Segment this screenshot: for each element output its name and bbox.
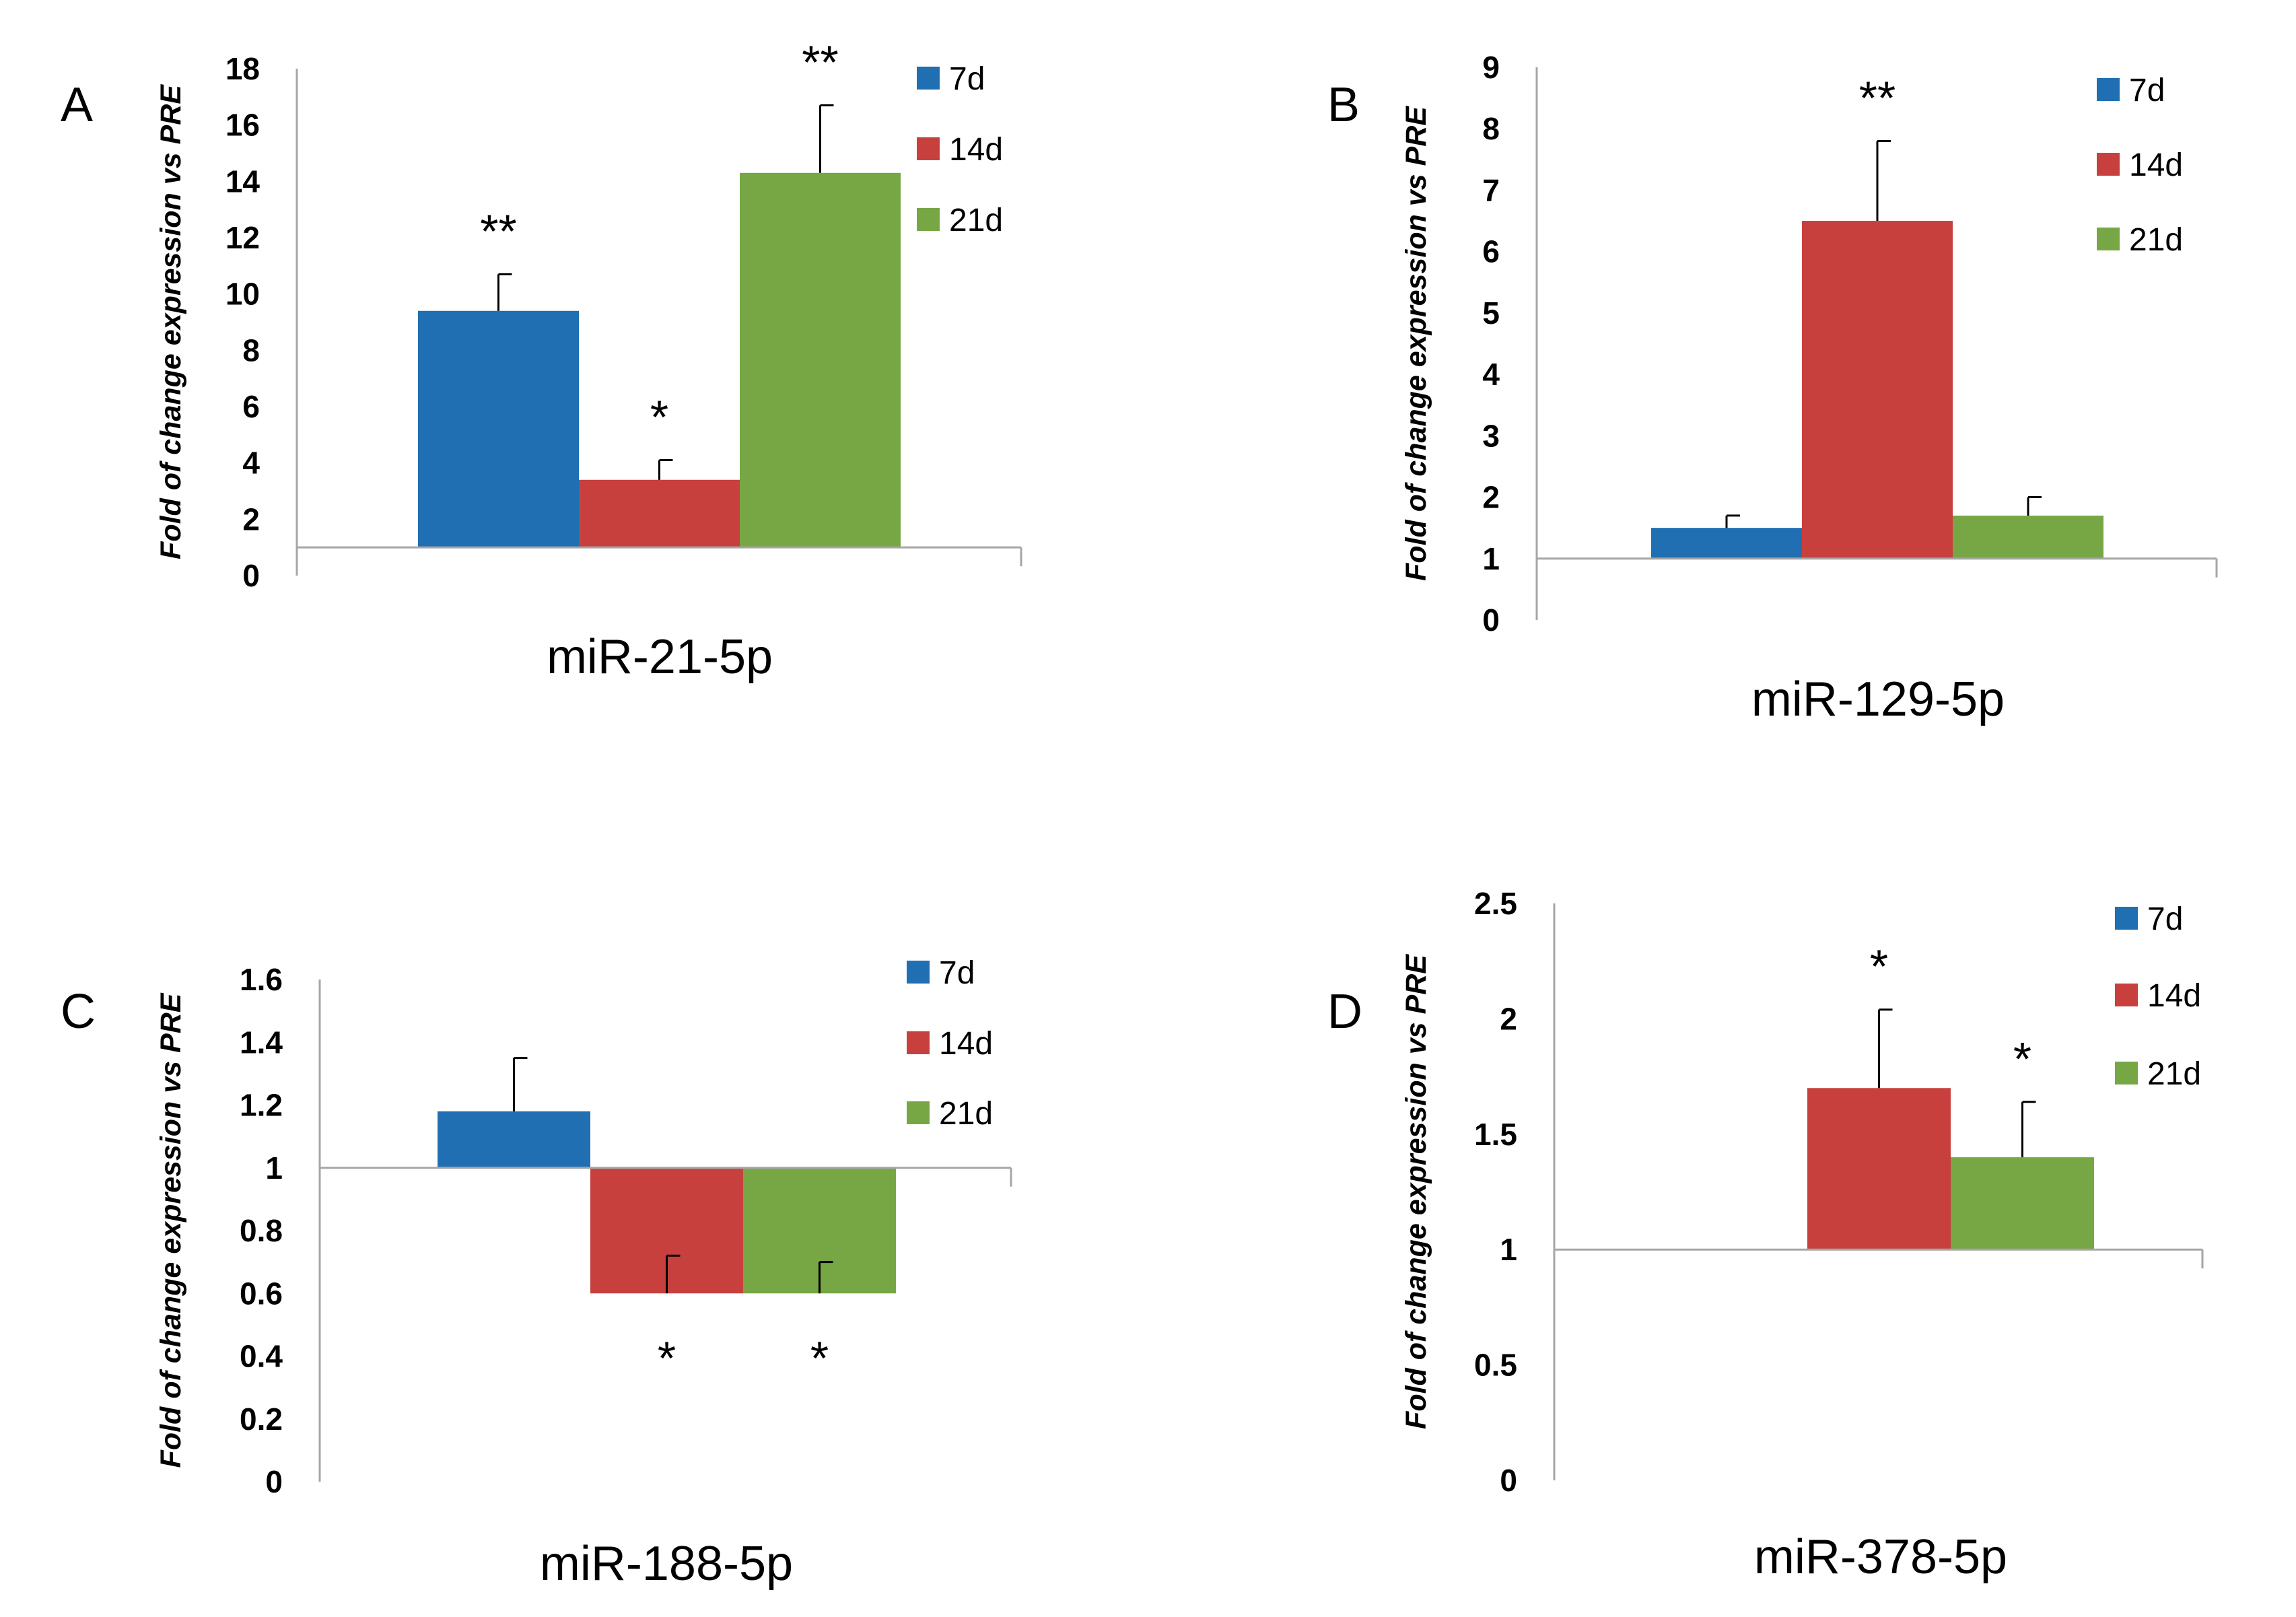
y-tick-label: 4 <box>242 446 260 481</box>
panel-label: C <box>61 985 96 1039</box>
legend-label-21d: 21d <box>939 1096 993 1132</box>
y-axis-title: Fold of change expression vs PRE <box>155 84 187 559</box>
y-tick-label: 2 <box>1500 1001 1517 1036</box>
y-tick-label: 0.6 <box>240 1276 283 1311</box>
y-tick-label: 1.4 <box>240 1025 283 1060</box>
y-tick-label: 1 <box>265 1150 283 1185</box>
y-tick-label: 0 <box>265 1464 283 1499</box>
y-axis-title: Fold of change expression vs PRE <box>1400 106 1432 581</box>
y-tick-label: 0.4 <box>240 1339 283 1374</box>
y-tick-label: 8 <box>242 333 260 368</box>
y-tick-label: 12 <box>225 220 260 255</box>
y-tick-label: 1.5 <box>1474 1117 1517 1152</box>
bar-7d <box>438 1111 590 1168</box>
panel-d: D 0 0.5 1 1.5 2 2.5 Fold of change expression v… <box>1327 886 2204 1584</box>
legend-swatch-14d <box>907 1031 930 1054</box>
bar-21d <box>1953 515 2103 559</box>
legend-label-14d: 14d <box>949 132 1003 168</box>
panel-c: C 0 0.2 0.4 0.6 0.8 1 1.2 1.4 1.6 Fold of change e… <box>61 955 1012 1591</box>
legend-label-21d: 21d <box>2147 1056 2201 1092</box>
y-axis-title: Fold of change expression vs PRE <box>155 992 187 1468</box>
legend-swatch-14d <box>917 137 940 160</box>
bar-7d <box>418 310 579 548</box>
legend: 7d 14d 21d <box>2115 901 2201 1092</box>
x-axis-category: miR-129-5p <box>1751 673 2005 726</box>
x-axis-category: miR-188-5p <box>540 1537 793 1591</box>
y-tick-label: 3 <box>1482 418 1500 453</box>
significance-7d: ** <box>480 205 516 257</box>
y-tick-label: 1.2 <box>240 1088 283 1123</box>
bar-21d <box>740 172 901 548</box>
y-tick-label: 2.5 <box>1474 886 1517 921</box>
y-tick-label: 9 <box>1482 50 1500 85</box>
legend-label-21d: 21d <box>949 203 1003 238</box>
significance-14d: * <box>1870 940 1888 993</box>
y-tick-label: 1.6 <box>240 962 283 997</box>
y-tick-label: 16 <box>225 108 260 143</box>
bar-14d <box>579 479 740 548</box>
legend-swatch-14d <box>2115 984 2138 1006</box>
y-tick-label: 18 <box>225 51 260 86</box>
legend-label-7d: 7d <box>2147 901 2183 937</box>
legend-swatch-21d <box>2115 1062 2138 1085</box>
y-tick-label: 7 <box>1482 172 1500 207</box>
y-tick-label: 0 <box>1482 603 1500 638</box>
y-tick-label: 5 <box>1482 296 1500 331</box>
significance-14d: * <box>658 1332 676 1384</box>
legend: 7d 14d 21d <box>917 61 1003 238</box>
legend-label-21d: 21d <box>2129 222 2183 258</box>
significance-21d: * <box>2013 1033 2031 1085</box>
panel-b: B 0 1 2 3 4 5 6 7 8 9 Fold of change expression vs … <box>1327 50 2218 726</box>
legend-swatch-7d <box>917 67 940 90</box>
legend-swatch-21d <box>917 208 940 231</box>
legend-swatch-21d <box>2097 228 2120 250</box>
y-tick-label: 2 <box>242 502 260 537</box>
x-axis-category: miR-378-5p <box>1754 1530 2007 1584</box>
panel-a: A 0 2 4 6 8 10 12 14 16 18 Fold of change expressio… <box>61 36 1022 684</box>
legend-swatch-7d <box>2097 78 2120 101</box>
y-tick-label: 0.2 <box>240 1402 283 1437</box>
legend-label-7d: 7d <box>2129 73 2165 108</box>
legend-label-7d: 7d <box>949 61 985 97</box>
legend-label-7d: 7d <box>939 955 975 991</box>
y-axis-title: Fold of change expression vs PRE <box>1400 954 1432 1429</box>
significance-21d: ** <box>802 36 838 88</box>
y-tick-label: 1 <box>1500 1232 1517 1267</box>
significance-21d: * <box>810 1332 829 1384</box>
panel-label: B <box>1327 78 1360 132</box>
y-tick-label: 10 <box>225 277 260 312</box>
legend-label-14d: 14d <box>2147 978 2201 1014</box>
y-tick-label: 4 <box>1482 357 1500 392</box>
y-tick-label: 0 <box>1500 1463 1517 1498</box>
y-tick-label: 2 <box>1482 480 1500 515</box>
legend: 7d 14d 21d <box>2097 73 2183 258</box>
y-tick-label: 0.8 <box>240 1213 283 1248</box>
legend-swatch-21d <box>907 1101 930 1124</box>
x-axis-category: miR-21-5p <box>547 630 773 684</box>
legend-label-14d: 14d <box>2129 147 2183 183</box>
bar-14d <box>1807 1088 1951 1250</box>
panel-label: A <box>61 78 93 132</box>
legend-swatch-14d <box>2097 153 2120 176</box>
y-tick-label: 6 <box>242 389 260 424</box>
bar-14d <box>1802 221 1953 559</box>
legend-swatch-7d <box>2115 907 2138 930</box>
panel-label: D <box>1327 985 1362 1039</box>
legend-label-14d: 14d <box>939 1026 993 1062</box>
y-tick-label: 0 <box>242 558 260 593</box>
legend-swatch-7d <box>907 961 930 984</box>
y-tick-label: 0.5 <box>1474 1348 1517 1383</box>
legend: 7d 14d 21d <box>907 955 993 1132</box>
bar-7d <box>1651 528 1802 559</box>
y-tick-label: 1 <box>1482 541 1500 576</box>
significance-14d: * <box>650 390 668 443</box>
significance-14d: ** <box>1859 71 1895 124</box>
y-tick-label: 8 <box>1482 111 1500 146</box>
y-tick-label: 14 <box>225 164 260 199</box>
bar-21d <box>1951 1157 2094 1250</box>
y-tick-label: 6 <box>1482 234 1500 269</box>
